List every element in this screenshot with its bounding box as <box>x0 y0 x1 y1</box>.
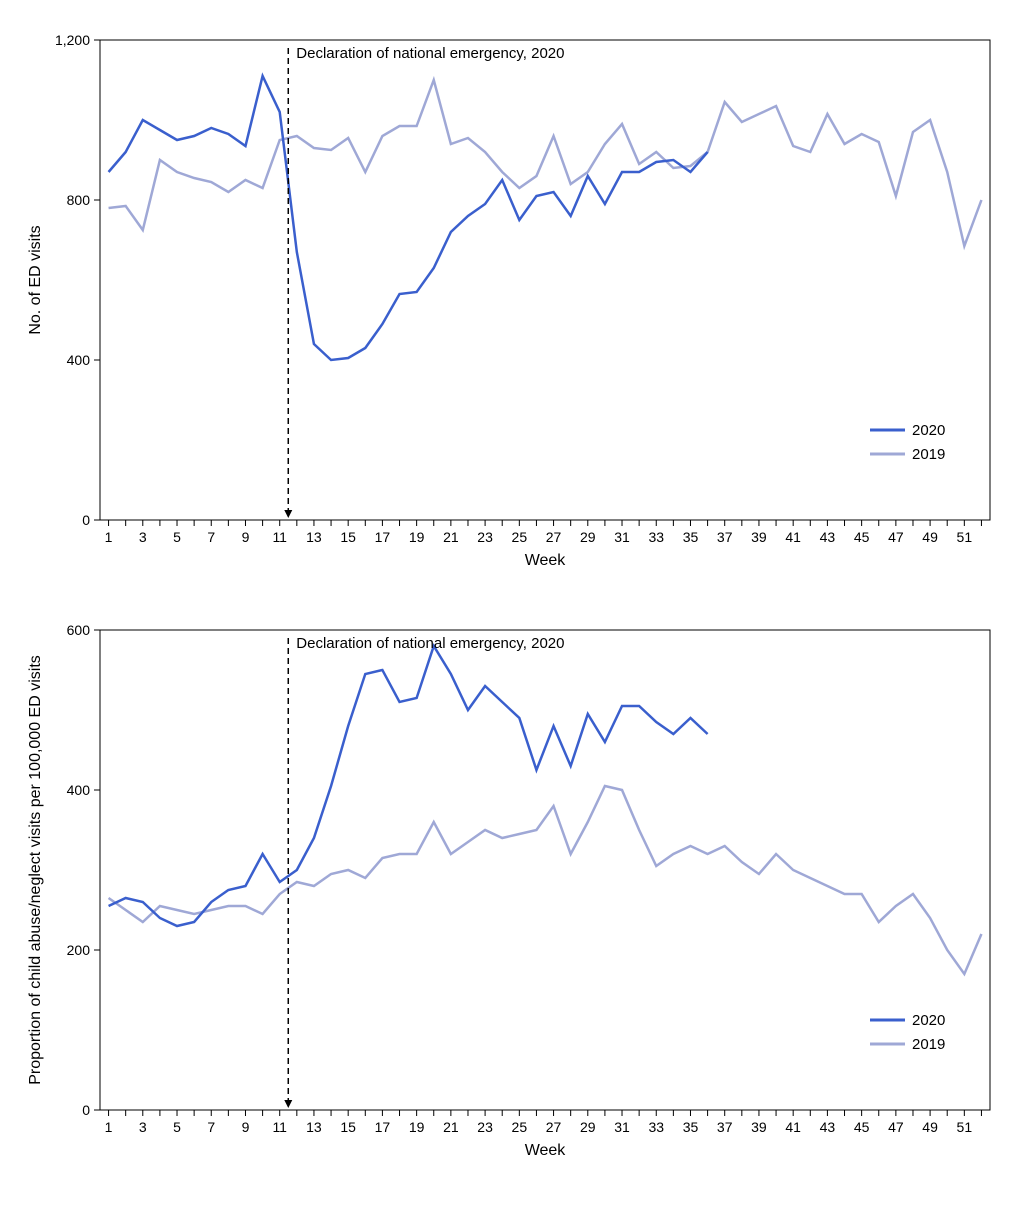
y-axis-label: No. of ED visits <box>27 225 44 334</box>
x-tick-label: 43 <box>820 1119 836 1135</box>
x-tick-label: 21 <box>443 1119 459 1135</box>
x-tick-label: 13 <box>306 1119 322 1135</box>
x-tick-label: 13 <box>306 529 322 545</box>
x-tick-label: 25 <box>512 1119 528 1135</box>
x-tick-label: 49 <box>922 1119 938 1135</box>
y-tick-label: 0 <box>82 1102 90 1118</box>
x-tick-label: 19 <box>409 1119 425 1135</box>
legend-label: 2019 <box>912 446 945 463</box>
annotation-arrowhead <box>284 1100 292 1108</box>
series-2020 <box>109 76 708 360</box>
x-tick-label: 9 <box>242 1119 250 1135</box>
x-tick-label: 33 <box>648 1119 664 1135</box>
x-tick-label: 37 <box>717 1119 733 1135</box>
x-tick-label: 23 <box>477 529 493 545</box>
y-tick-label: 600 <box>67 622 91 638</box>
x-axis-label: Week <box>525 552 567 569</box>
ed-visits-chart: 04008001,200No. of ED visits135791113151… <box>20 20 1010 580</box>
x-tick-label: 37 <box>717 529 733 545</box>
x-tick-label: 29 <box>580 1119 596 1135</box>
series-2019 <box>109 786 982 974</box>
legend-label: 2019 <box>912 1036 945 1053</box>
bottom-chart-container: 0 200 400 600 Proportion of child abuse/negl… <box>20 610 1010 1170</box>
x-tick-label: 15 <box>340 529 356 545</box>
annotation-arrowhead <box>284 510 292 518</box>
x-tick-label: 1 <box>105 529 113 545</box>
y-tick-label: 400 <box>67 782 91 798</box>
legend-label: 2020 <box>912 422 945 439</box>
x-tick-label: 27 <box>546 529 562 545</box>
y-tick-label: 400 <box>67 352 91 368</box>
x-tick-label: 29 <box>580 529 596 545</box>
x-tick-label: 41 <box>785 1119 801 1135</box>
x-tick-label: 1 <box>105 1119 113 1135</box>
y-axis-label: Proportion of child abuse/neglect visits… <box>27 655 44 1085</box>
x-tick-label: 27 <box>546 1119 562 1135</box>
y-tick-label: 800 <box>67 192 91 208</box>
y-tick-label: 200 <box>67 942 91 958</box>
series-2019 <box>109 80 982 246</box>
x-tick-label: 5 <box>173 1119 181 1135</box>
x-tick-label: 11 <box>272 1119 287 1135</box>
x-tick-label: 35 <box>683 529 699 545</box>
top-chart-container: 04008001,200No. of ED visits135791113151… <box>20 20 1010 580</box>
x-tick-label: 51 <box>957 1119 973 1135</box>
x-tick-label: 45 <box>854 1119 870 1135</box>
x-tick-label: 43 <box>820 529 836 545</box>
x-tick-label: 39 <box>751 1119 767 1135</box>
x-tick-label: 47 <box>888 529 904 545</box>
x-tick-label: 23 <box>477 1119 493 1135</box>
x-tick-label: 49 <box>922 529 938 545</box>
x-tick-label: 17 <box>375 1119 391 1135</box>
x-tick-label: 51 <box>957 529 973 545</box>
x-tick-label: 9 <box>242 529 250 545</box>
x-tick-label: 45 <box>854 529 870 545</box>
x-tick-label: 3 <box>139 529 147 545</box>
x-tick-label: 31 <box>614 529 630 545</box>
x-tick-label: 21 <box>443 529 459 545</box>
legend-label: 2020 <box>912 1012 945 1029</box>
x-tick-label: 35 <box>683 1119 699 1135</box>
x-tick-label: 15 <box>340 1119 356 1135</box>
y-tick-label: 1,200 <box>55 32 90 48</box>
x-tick-label: 3 <box>139 1119 147 1135</box>
x-tick-label: 11 <box>272 529 287 545</box>
x-tick-label: 5 <box>173 529 181 545</box>
plot-border <box>100 40 990 520</box>
x-tick-label: 19 <box>409 529 425 545</box>
plot-border <box>100 630 990 1110</box>
annotation-text: Declaration of national emergency, 2020 <box>296 45 564 62</box>
x-tick-label: 31 <box>614 1119 630 1135</box>
y-tick-label: 0 <box>82 512 90 528</box>
x-tick-label: 25 <box>512 529 528 545</box>
x-tick-label: 41 <box>785 529 801 545</box>
x-tick-label: 17 <box>375 529 391 545</box>
x-tick-label: 7 <box>207 1119 215 1135</box>
x-axis-label: Week <box>525 1142 567 1159</box>
proportion-chart: 0 200 400 600 Proportion of child abuse/negl… <box>20 610 1010 1170</box>
x-tick-label: 7 <box>207 529 215 545</box>
x-tick-label: 39 <box>751 529 767 545</box>
x-tick-label: 33 <box>648 529 664 545</box>
annotation-text: Declaration of national emergency, 2020 <box>296 635 564 652</box>
x-tick-label: 47 <box>888 1119 904 1135</box>
series-2020 <box>109 646 708 926</box>
